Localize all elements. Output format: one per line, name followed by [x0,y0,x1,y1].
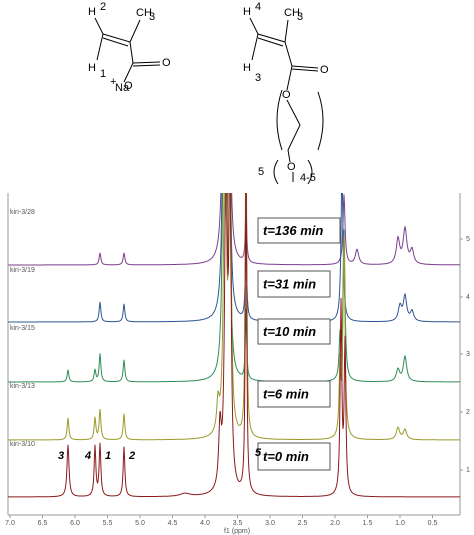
atom-label: 2 [100,1,106,13]
x-tick-label: 2.5 [298,520,308,527]
x-tick-label: 3.5 [233,520,243,527]
atom-label: H [88,62,96,74]
spectrum-trace [8,193,460,323]
atom-label: O [282,89,291,101]
atom-label: 5 [258,166,264,178]
spectrum-trace [8,193,460,441]
time-label: t=6 min [263,386,309,401]
x-axis-label: f1 (ppm) [224,528,250,535]
spectrum-trace [8,193,460,266]
atom-label: 3 [297,11,303,23]
time-label: t=0 min [263,449,309,464]
y-tick-label: 4 [466,294,470,301]
atom-label: 3 [255,72,261,84]
time-box [257,442,331,471]
x-tick-label: 2.0 [330,520,340,527]
atom-label: 3 [149,11,155,23]
atom-label: 4-5 [300,172,316,184]
time-box [257,318,331,345]
atom-label: O [320,64,329,76]
atom-label: CH [284,7,300,19]
y-tick-label: 3 [466,351,470,358]
atom-label: CH [136,7,152,19]
time-box [257,270,331,298]
spectrum-trace [8,193,460,383]
x-tick-label: 4.0 [200,520,210,527]
peak-label: 3 [58,450,64,462]
y-tick-label: 2 [466,409,470,416]
x-tick-label: 1.5 [363,520,373,527]
x-tick-label: 4.5 [168,520,178,527]
x-tick-label: 1.0 [395,520,405,527]
time-label: t=31 min [263,276,316,291]
time-box [257,217,341,244]
atom-label: 4 [255,1,261,13]
atom-label: H [88,6,96,18]
spectrum-trace [8,193,460,498]
peak-label: 1 [105,450,111,462]
x-tick-label: 6.5 [38,520,48,527]
atom-label: O [124,80,133,92]
time-label: t=10 min [263,324,316,339]
peak-label: 5 [255,447,262,459]
atom-label: H [243,62,251,74]
y-tick-label: 1 [466,467,470,474]
atom-label: + [110,76,116,88]
atom-label: Na [115,82,130,94]
atom-label: O [162,57,171,69]
y-tick-label: 5 [466,236,470,243]
spectra [8,193,460,498]
atom-label: H [243,6,251,18]
trace-name: kin-3/10 [10,441,35,448]
atom-label: 1 [100,68,106,80]
x-tick-label: 5.0 [135,520,145,527]
x-tick-label: 5.5 [103,520,113,527]
trace-name: kin-3/28 [10,209,35,216]
trace-name: kin-3/19 [10,267,35,274]
x-tick-label: 6.0 [70,520,80,527]
peak-label: 2 [128,450,135,462]
atom-label: O [287,161,296,173]
x-tick-label: 3.0 [265,520,275,527]
time-label: t=136 min [263,223,323,238]
trace-name: kin-3/15 [10,325,35,332]
x-tick-label: 7.0 [5,520,15,527]
time-box [257,380,331,408]
trace-name: kin-3/13 [10,383,35,390]
peak-label: 4 [84,450,91,462]
x-tick-label: 0.5 [428,520,438,527]
